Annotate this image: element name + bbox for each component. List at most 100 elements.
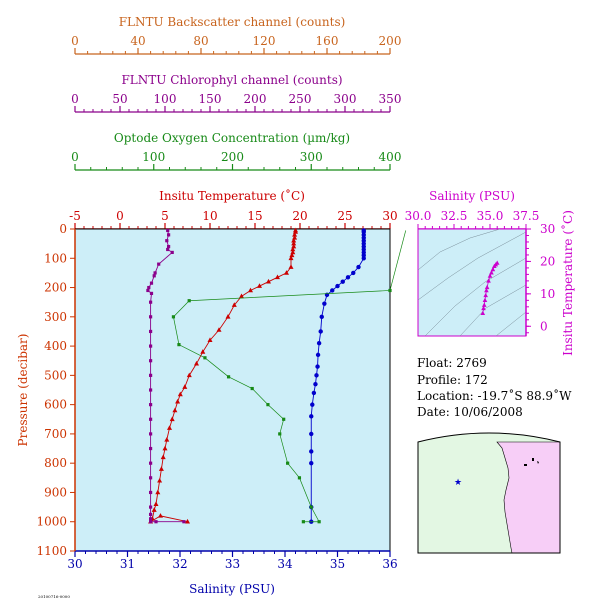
temperature-point: [164, 436, 170, 442]
temperature-axis: Insitu Temperature (˚C) -5 0 5 10 15 20 25 30: [69, 188, 398, 230]
temperature-point: [291, 243, 297, 249]
backscatter-tick-label: 200: [379, 34, 402, 48]
chlorophyll-point: [149, 281, 154, 285]
temperature-tick-label: 20: [292, 209, 307, 223]
chlorophyll-point: [153, 271, 157, 275]
salinity-axis-title: Salinity (PSU): [189, 582, 275, 596]
temperature-point: [207, 337, 213, 343]
ts-point: [487, 273, 493, 278]
salinity-point: [361, 256, 366, 261]
ts-x-tick-label: 30.0: [405, 209, 432, 223]
temperature-point: [185, 518, 190, 524]
ts-point: [486, 278, 491, 283]
oxygen-point: [187, 299, 191, 303]
temperature-point: [182, 384, 188, 389]
salinity-point: [316, 340, 322, 346]
salinity-point: [335, 283, 340, 289]
chlorophyll-point: [152, 274, 156, 278]
temperature-point: [200, 349, 206, 354]
temperature-point: [293, 229, 298, 234]
chlorophyll-point: [147, 285, 151, 290]
ts-point: [483, 292, 488, 298]
salinity-point: [315, 364, 320, 369]
pressure-tick-label: 300: [44, 310, 67, 324]
salinity-point: [315, 352, 321, 358]
chlorophyll-tick-label: 50: [112, 92, 127, 106]
temperature-point: [151, 507, 157, 512]
temperature-point: [153, 501, 159, 506]
pressure-tick-label: 400: [44, 339, 67, 353]
oxygen-tick-label: 200: [221, 150, 244, 164]
salinity-tick-label: 35: [330, 557, 345, 571]
oxygen-axis-title: Optode Oxygen Concentration (µm/kg): [114, 131, 350, 145]
oxygen-point: [177, 343, 181, 347]
oxygen-point: [301, 520, 305, 524]
temperature-point: [172, 407, 178, 413]
salinity-tick-label: 36: [382, 557, 397, 571]
location: Location: -19.7˚S 88.9˚W: [417, 389, 572, 403]
backscatter-axis: FLNTU Backscatter channel (counts) 0 40 80…: [71, 15, 402, 55]
oxygen-point: [226, 375, 231, 379]
chlorophyll-point: [167, 244, 171, 249]
chlorophyll-point: [167, 233, 171, 237]
ts-y-tick-label: 30: [540, 222, 555, 236]
chlorophyll-point: [149, 512, 153, 517]
pressure-tick-label: 500: [44, 368, 67, 382]
salinity-point: [313, 381, 318, 387]
location-map: ★: [417, 432, 561, 554]
chlorophyll-point: [157, 262, 161, 266]
salinity-tick-label: 33: [225, 557, 240, 571]
chlorophyll-point: [166, 247, 170, 252]
ts-y-tick-label: 20: [540, 254, 555, 268]
oxygen-point: [309, 505, 313, 509]
ts-point: [481, 305, 486, 311]
map-frame: [417, 432, 561, 554]
chlorophyll-point: [149, 403, 153, 407]
float-position-marker: ★: [454, 478, 462, 488]
float-id: Float: 2769: [417, 356, 487, 370]
oxygen-point: [388, 288, 392, 293]
temperature-point: [167, 425, 172, 430]
temperature-axis-title: Insitu Temperature (˚C): [159, 188, 305, 203]
chlorophyll-point: [149, 388, 153, 392]
temperature-tick-label: 10: [202, 209, 217, 223]
density-contour: [417, 231, 527, 301]
temperature-tick-label: 25: [337, 209, 352, 223]
chlorophyll-point: [149, 417, 153, 421]
backscatter-tick-label: 80: [193, 34, 208, 48]
salinity-tick-label: 34: [277, 557, 293, 571]
temperature-point: [186, 372, 192, 378]
oxygen-point: [297, 476, 302, 480]
pressure-tick-label: 0: [59, 222, 67, 236]
salinity-point: [356, 264, 361, 270]
backscatter-tick-label: 40: [130, 34, 145, 48]
chlorophyll-point: [149, 446, 153, 451]
ts-point: [481, 302, 487, 307]
temperature-point: [290, 249, 296, 255]
temperature-point: [288, 264, 294, 269]
pressure-tick-label: 600: [44, 398, 67, 412]
oxygen-point: [282, 417, 286, 421]
pressure-tick-label: 900: [44, 485, 67, 499]
oxygen-point: [286, 461, 290, 465]
ts-point: [482, 297, 488, 303]
chlorophyll-axis: FLNTU Chlorophyl channel (counts) 0 50 100…: [71, 73, 402, 113]
density-contour: [417, 228, 501, 271]
temperature-point: [284, 270, 289, 275]
temperature-point: [292, 232, 298, 237]
temperature-point: [257, 283, 262, 288]
backscatter-tick-label: 120: [253, 34, 276, 48]
chlorophyll-tick-label: 150: [199, 92, 222, 106]
chlorophyll-tick-label: 350: [379, 92, 402, 106]
salinity-point: [351, 270, 356, 276]
ts-point: [490, 266, 496, 272]
salinity-point: [345, 275, 351, 280]
salinity-point: [314, 373, 319, 378]
oxygen-point: [266, 403, 270, 407]
oxygen-tick-label: 100: [142, 150, 165, 164]
temperature-tick-label: 30: [382, 209, 397, 223]
oxygen-tick-label: 300: [300, 150, 323, 164]
temperature-tick-label: 0: [116, 209, 124, 223]
profile-number: Profile: 172: [417, 373, 488, 387]
